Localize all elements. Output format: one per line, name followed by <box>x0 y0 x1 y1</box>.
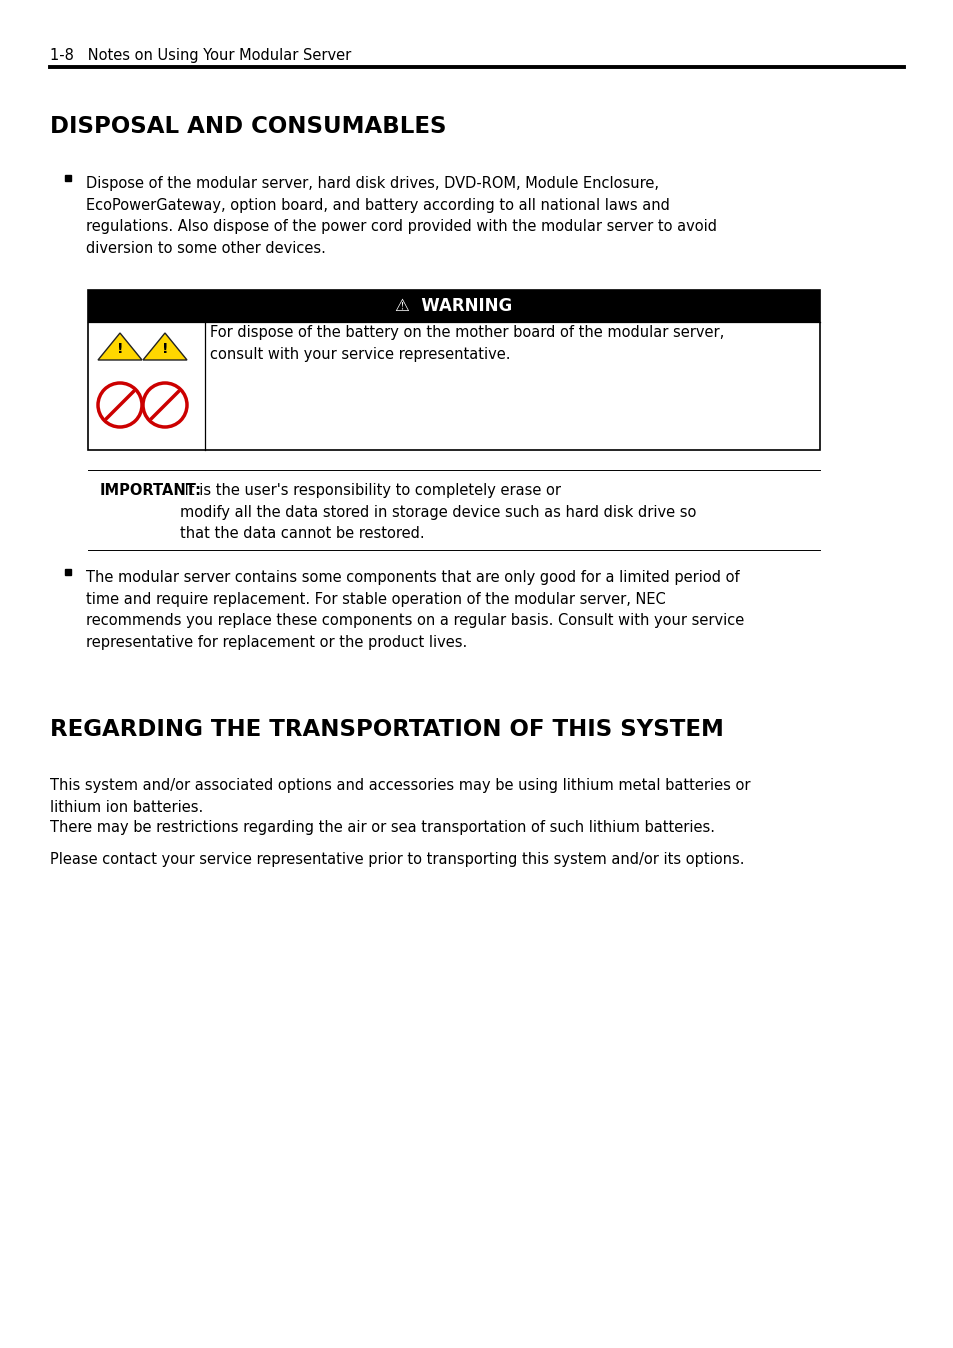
Text: There may be restrictions regarding the air or sea transportation of such lithiu: There may be restrictions regarding the … <box>50 820 714 834</box>
Circle shape <box>143 383 187 427</box>
Polygon shape <box>143 333 187 360</box>
Text: 1-8   Notes on Using Your Modular Server: 1-8 Notes on Using Your Modular Server <box>50 49 351 63</box>
Text: This system and/or associated options and accessories may be using lithium metal: This system and/or associated options an… <box>50 778 750 814</box>
Text: IMPORTANT:: IMPORTANT: <box>100 483 202 497</box>
Text: ⚠  WARNING: ⚠ WARNING <box>395 297 512 315</box>
Text: It is the user's responsibility to completely erase or
modify all the data store: It is the user's responsibility to compl… <box>180 483 696 541</box>
Text: REGARDING THE TRANSPORTATION OF THIS SYSTEM: REGARDING THE TRANSPORTATION OF THIS SYS… <box>50 718 723 741</box>
Text: DISPOSAL AND CONSUMABLES: DISPOSAL AND CONSUMABLES <box>50 115 446 137</box>
Text: !: ! <box>116 342 123 356</box>
Circle shape <box>98 383 142 427</box>
Text: Please contact your service representative prior to transporting this system and: Please contact your service representati… <box>50 852 743 867</box>
Text: !: ! <box>162 342 168 356</box>
Text: The modular server contains some components that are only good for a limited per: The modular server contains some compone… <box>86 570 743 650</box>
Text: For dispose of the battery on the mother board of the modular server,
consult wi: For dispose of the battery on the mother… <box>210 325 723 363</box>
Text: Dispose of the modular server, hard disk drives, DVD-ROM, Module Enclosure,
EcoP: Dispose of the modular server, hard disk… <box>86 177 717 256</box>
Bar <box>88 290 820 450</box>
Polygon shape <box>98 333 142 360</box>
Bar <box>88 290 820 322</box>
